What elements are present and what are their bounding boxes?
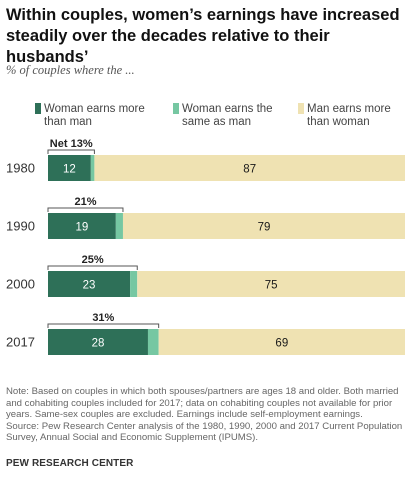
category-label: 2017: [6, 335, 35, 350]
bar-segment: [147, 329, 159, 355]
data-label: 28: [92, 338, 105, 350]
net-label: Net 13%: [50, 138, 93, 150]
chart-title: Within couples, women’s earnings have in…: [6, 6, 400, 66]
net-bracket: [47, 149, 95, 154]
net-label: 21%: [74, 196, 96, 208]
data-label: 69: [275, 338, 288, 350]
legend-swatch-man-more: [298, 103, 304, 114]
net-bracket: [47, 265, 138, 270]
bar-segment: [94, 155, 405, 181]
data-label: 87: [243, 164, 256, 176]
data-label: 23: [83, 280, 96, 292]
bar-segment: [48, 271, 131, 297]
legend-label-man-more: Man earns more than woman: [307, 103, 391, 128]
net-bracket: [47, 207, 124, 212]
bar-segment: [115, 213, 123, 239]
data-label: 75: [265, 280, 278, 292]
bar-segment: [48, 155, 91, 181]
chart-note: Note: Based on couples in which both spo…: [6, 386, 416, 444]
bar-segment: [90, 155, 95, 181]
note-text: Note: Based on couples in which both spo…: [6, 386, 399, 421]
bar-segment: [122, 213, 405, 239]
legend-label-woman-more: Woman earns more than man: [44, 103, 145, 128]
data-label: 12: [63, 164, 76, 176]
bar-segment: [48, 329, 148, 355]
category-label: 2000: [6, 277, 35, 292]
bar-segment: [158, 329, 405, 355]
category-label: 1980: [6, 161, 35, 176]
data-label: 79: [258, 222, 271, 234]
category-label: 1990: [6, 219, 35, 234]
legend-swatch-woman-same: [173, 103, 179, 114]
legend-item-woman-more: Woman earns more than man: [35, 103, 150, 129]
chart-subtitle: % of couples where the ...: [6, 63, 135, 77]
bar-segment: [130, 271, 138, 297]
data-label: 19: [76, 222, 89, 234]
bar-segment: [137, 271, 405, 297]
legend-item-woman-same: Woman earns the same as man: [173, 103, 282, 129]
legend-label-woman-same: Woman earns the same as man: [182, 103, 273, 128]
stacked-bar-chart: 198012187Net 13%19901927921%20002327525%…: [6, 138, 405, 355]
source-text: Source: Pew Research Center analysis of …: [6, 420, 403, 444]
brand-label: PEW RESEARCH CENTER: [6, 458, 134, 469]
legend-swatch-woman-more: [35, 103, 41, 114]
net-label: 31%: [92, 312, 114, 324]
net-bracket: [47, 323, 160, 328]
legend-item-man-more: Man earns more than woman: [298, 103, 407, 129]
net-label: 25%: [82, 254, 104, 266]
bar-segment: [48, 213, 116, 239]
